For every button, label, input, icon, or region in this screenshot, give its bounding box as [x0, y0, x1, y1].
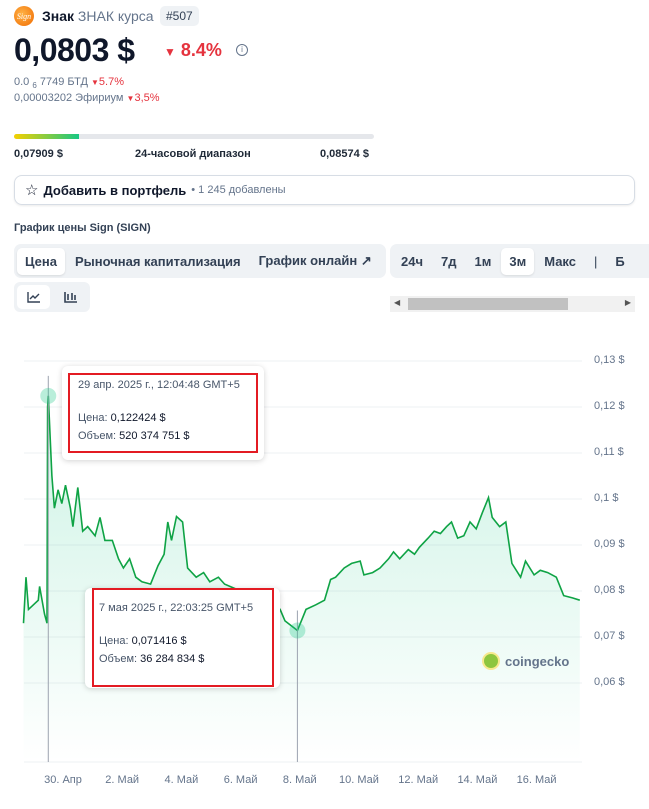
highlight-box [92, 588, 274, 687]
x-tick-label: 12. Май [398, 774, 439, 786]
x-tick-label: 2. Май [105, 774, 140, 786]
tooltip-price: Цена: 0,071416 $ [99, 635, 187, 647]
external-link-icon: ↗ [360, 253, 372, 268]
x-tick-label: 4. Май [164, 774, 199, 786]
tab-market-cap[interactable]: Рыночная капитализация [74, 253, 241, 269]
y-tick-label: 0,11 $ [594, 446, 624, 458]
y-tick-label: 0,07 $ [594, 630, 625, 642]
star-icon: ☆ [25, 182, 39, 199]
triangle-down-icon: ▼ [91, 78, 99, 87]
add-to-portfolio-button[interactable]: ☆ Добавить в портфель • 1 245 добавлены [14, 175, 635, 205]
x-tick-label: 10. Май [339, 774, 379, 786]
candlestick-icon[interactable] [54, 285, 87, 309]
tab-live-chart[interactable]: График онлайн ↗ [258, 253, 372, 268]
triangle-down-icon: ▼ [126, 94, 135, 103]
y-tick-label: 0,1 $ [594, 492, 619, 504]
x-tick-label: 30. Апр [44, 774, 82, 786]
coin-logo: Sign [14, 6, 34, 26]
tab-price[interactable]: Цена [17, 247, 65, 275]
scroll-thumb[interactable] [408, 298, 568, 310]
rank-badge: #507 [160, 6, 199, 26]
y-tick-label: 0,06 $ [594, 676, 625, 688]
period-more[interactable]: Б [615, 253, 625, 269]
range-fill [14, 134, 79, 139]
period-1m[interactable]: 1м [474, 253, 492, 269]
x-tick-label: 14. Май [457, 774, 498, 786]
range-bar [14, 134, 374, 139]
period-max[interactable]: Макс [544, 253, 577, 269]
triangle-down-icon: ▼ [164, 45, 176, 59]
x-tick-label: 8. Май [282, 774, 317, 786]
y-tick-label: 0,08 $ [594, 584, 625, 596]
horizontal-scrollbar[interactable]: ◀ ▶ [390, 296, 635, 312]
period-3m[interactable]: 3м [501, 247, 535, 275]
highlight-box [68, 373, 258, 453]
tooltip-date: 29 апр. 2025 г., 12:04:48 GMT+5 [78, 379, 240, 391]
highlight-point [289, 622, 306, 639]
x-tick-label: 6. Май [223, 774, 258, 786]
range-low: 0,07909 $ [14, 148, 63, 160]
tooltip-volume: Объем: 520 374 751 $ [78, 430, 190, 442]
range-label: 24-часовой диапазон [135, 148, 251, 160]
gecko-icon [482, 652, 500, 670]
y-tick-label: 0,13 $ [594, 354, 625, 366]
chart-title: График цены Sign (SIGN) [14, 222, 151, 234]
period-24h[interactable]: 24ч [401, 253, 424, 269]
scroll-left-icon[interactable]: ◀ [394, 298, 401, 307]
line-chart-icon[interactable] [17, 285, 50, 309]
highlight-point [40, 387, 57, 404]
divider: | [594, 253, 598, 269]
btc-price: 0.0 6 7749 БТД ▼5.7% [14, 76, 124, 91]
tooltip-low: 7 мая 2025 г., 22:03:25 GMT+5 Цена: 0,07… [85, 588, 280, 688]
tooltip-price: Цена: 0,122424 $ [78, 412, 166, 424]
eth-price: 0,00003202 Эфириум ▼3,5% [14, 92, 160, 104]
coin-price: 0,0803 $ [14, 32, 135, 68]
info-icon[interactable]: i [236, 44, 248, 56]
chart-tabs: Цена Рыночная капитализация График онлай… [14, 244, 386, 278]
coin-subtitle: ЗНАК курса [77, 8, 154, 24]
tooltip-date: 7 мая 2025 г., 22:03:25 GMT+5 [99, 602, 254, 614]
coin-name: Знак ЗНАК курса [42, 8, 154, 24]
chart-type-toggle [14, 282, 90, 312]
scroll-right-icon[interactable]: ▶ [624, 298, 631, 307]
y-tick-label: 0,12 $ [594, 400, 625, 412]
range-high: 0,08574 $ [320, 148, 369, 160]
period-7d[interactable]: 7д [441, 253, 457, 269]
tooltip-volume: Объем: 36 284 834 $ [99, 653, 205, 665]
y-tick-label: 0,09 $ [594, 538, 625, 550]
tooltip-peak: 29 апр. 2025 г., 12:04:48 GMT+5 Цена: 0,… [62, 366, 264, 460]
x-tick-label: 16. Май [516, 774, 557, 786]
coingecko-watermark: coingecko [482, 652, 569, 670]
price-change: ▼ 8.4% [164, 40, 222, 60]
period-tabs: 24ч 7д 1м 3м Макс | Б [390, 244, 649, 278]
